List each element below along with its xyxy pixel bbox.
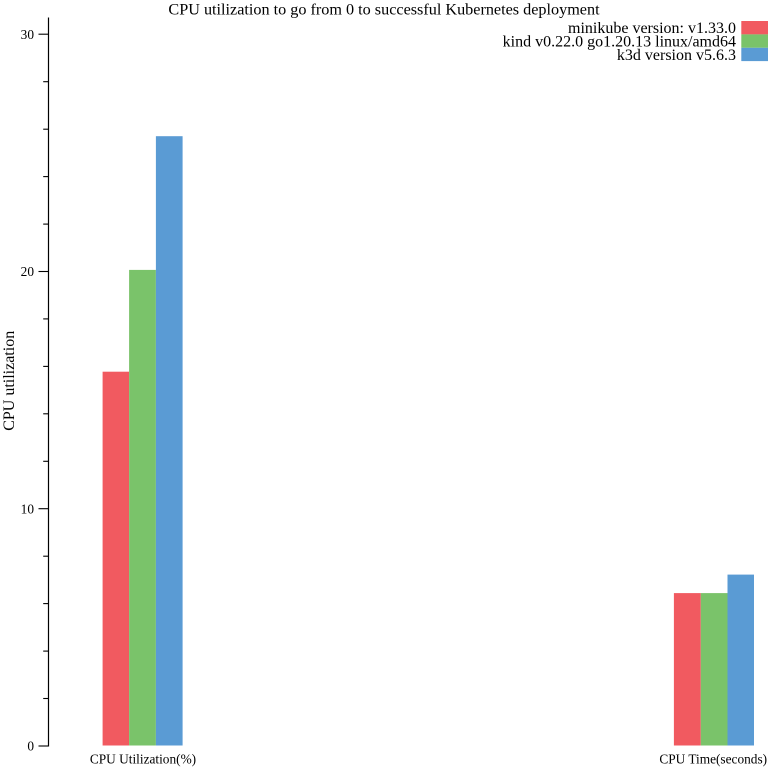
svg-text:30: 30 [21,27,35,42]
svg-text:minikube version: v1.33.0: minikube version: v1.33.0 [568,20,736,37]
svg-text:CPU Time(seconds): CPU Time(seconds) [659,752,767,767]
svg-text:CPU utilization to go from 0 t: CPU utilization to go from 0 to successf… [168,1,600,19]
svg-text:0: 0 [27,739,34,754]
svg-text:20: 20 [21,264,35,279]
svg-text:CPU Utilization(%): CPU Utilization(%) [90,752,196,767]
svg-text:10: 10 [21,501,35,516]
svg-text:CPU utilization: CPU utilization [1,331,18,431]
svg-text:k3d version v5.6.3: k3d version v5.6.3 [617,47,736,64]
svg-text:kind v0.22.0 go1.20.13 linux/a: kind v0.22.0 go1.20.13 linux/amd64 [503,34,736,51]
